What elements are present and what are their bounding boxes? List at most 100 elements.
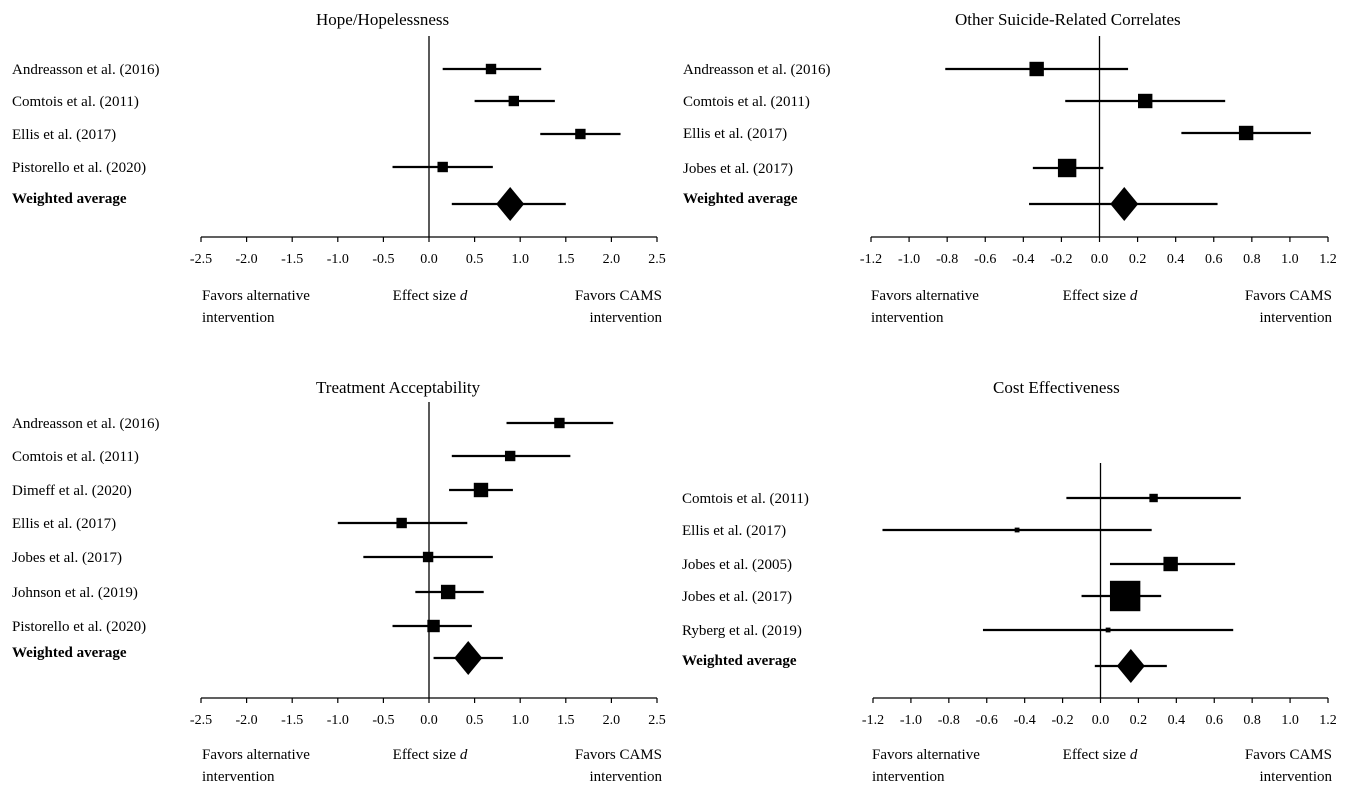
- x-tick-label: 2.5: [648, 252, 666, 267]
- favors-cams-label: intervention: [590, 310, 663, 326]
- x-tick-label: 0.0: [420, 252, 438, 267]
- panel-title: Other Suicide-Related Correlates: [955, 10, 1181, 29]
- study-label: Jobes et al. (2017): [683, 161, 793, 177]
- pooled-diamond: [1116, 649, 1145, 683]
- pooled-label: Weighted average: [683, 191, 798, 207]
- study-label: Ryberg et al. (2019): [682, 623, 802, 639]
- panel-title: Hope/Hopelessness: [316, 10, 449, 29]
- favors-alternative-label: Favors alternative: [202, 747, 310, 763]
- x-tick-label: 0.4: [1168, 713, 1186, 728]
- panel-title: Cost Effectiveness: [993, 378, 1120, 397]
- effect-size-marker: [1109, 580, 1141, 612]
- favors-alternative-label: intervention: [871, 310, 944, 326]
- x-tick-label: 0.8: [1243, 252, 1261, 267]
- effect-size-marker: [1238, 125, 1254, 141]
- pooled-diamond: [496, 187, 525, 221]
- pooled-label: Weighted average: [682, 653, 797, 669]
- pooled-label: Weighted average: [12, 191, 127, 207]
- favors-cams-label: intervention: [1260, 310, 1333, 326]
- x-tick-label: 0.6: [1205, 252, 1223, 267]
- study-label: Johnson et al. (2019): [12, 585, 138, 601]
- study-label: Jobes et al. (2017): [682, 589, 792, 605]
- x-tick-label: 1.0: [1281, 252, 1299, 267]
- effect-size-marker: [1105, 627, 1111, 633]
- study-label: Andreasson et al. (2016): [12, 62, 159, 78]
- x-tick-label: 1.0: [511, 252, 529, 267]
- x-tick-label: -0.8: [936, 252, 958, 267]
- x-tick-label: -0.4: [1014, 713, 1036, 728]
- effect-size-marker: [1029, 61, 1044, 77]
- x-tick-label: -0.5: [372, 713, 394, 728]
- x-tick-label: -1.0: [327, 713, 349, 728]
- favors-cams-label: Favors CAMS: [575, 747, 662, 763]
- x-tick-label: 1.0: [511, 713, 529, 728]
- forest-panel-1: Hope/Hopelessness -2.5 -2.0 -1.5 -1.0 -0.5 0.0…: [12, 10, 666, 326]
- favors-alternative-label: intervention: [202, 769, 275, 785]
- x-tick-label: -1.0: [898, 252, 920, 267]
- x-tick-label: -0.2: [1051, 713, 1073, 728]
- favors-alternative-label: intervention: [872, 769, 945, 785]
- favors-alternative-label: intervention: [202, 310, 275, 326]
- effect-size-marker: [1149, 493, 1158, 503]
- effect-size-marker: [508, 95, 520, 107]
- x-tick-label: -2.5: [190, 252, 212, 267]
- x-axis-title: Effect size d: [1063, 288, 1138, 304]
- x-tick-label: 0.4: [1167, 252, 1185, 267]
- x-tick-label: 0.2: [1130, 713, 1148, 728]
- effect-size-marker: [473, 482, 489, 498]
- study-label: Comtois et al. (2011): [682, 491, 809, 507]
- x-tick-label: 1.5: [557, 252, 575, 267]
- x-tick-label: 0.8: [1243, 713, 1261, 728]
- favors-alternative-label: Favors alternative: [872, 747, 980, 763]
- x-tick-label: 2.0: [603, 252, 621, 267]
- study-label: Ellis et al. (2017): [12, 516, 116, 532]
- x-tick-label: 2.0: [603, 713, 621, 728]
- pooled-label: Weighted average: [12, 645, 127, 661]
- study-label: Jobes et al. (2005): [682, 557, 792, 573]
- study-label: Ellis et al. (2017): [682, 523, 786, 539]
- x-tick-label: 2.5: [648, 713, 666, 728]
- x-tick-label: 0.0: [1092, 713, 1110, 728]
- x-tick-label: 1.5: [557, 713, 575, 728]
- study-label: Comtois et al. (2011): [683, 94, 810, 110]
- effect-size-marker: [554, 417, 565, 429]
- effect-size-marker: [575, 128, 586, 140]
- x-tick-label: 0.5: [466, 252, 484, 267]
- favors-cams-label: intervention: [590, 769, 663, 785]
- panel-title: Treatment Acceptability: [316, 378, 481, 397]
- x-tick-label: -2.0: [236, 252, 258, 267]
- effect-size-marker: [485, 63, 497, 75]
- favors-alternative-label: Favors alternative: [202, 288, 310, 304]
- study-label: Ellis et al. (2017): [683, 126, 787, 142]
- study-label: Jobes et al. (2017): [12, 550, 122, 566]
- forest-panel-2: Other Suicide-Related Correlates -1.2 -1.0…: [683, 10, 1337, 326]
- effect-size-marker: [427, 619, 440, 633]
- effect-size-marker: [440, 584, 456, 600]
- x-tick-label: -1.2: [860, 252, 882, 267]
- favors-cams-label: intervention: [1260, 769, 1333, 785]
- study-label: Dimeff et al. (2020): [12, 483, 132, 499]
- study-label: Andreasson et al. (2016): [12, 416, 159, 432]
- x-axis-title: Effect size d: [393, 747, 468, 763]
- favors-alternative-label: Favors alternative: [871, 288, 979, 304]
- x-tick-label: -2.5: [190, 713, 212, 728]
- effect-size-marker: [1014, 527, 1020, 533]
- study-label: Pistorello et al. (2020): [12, 160, 146, 176]
- study-label: Ellis et al. (2017): [12, 127, 116, 143]
- favors-cams-label: Favors CAMS: [1245, 288, 1332, 304]
- x-tick-label: -0.6: [974, 252, 996, 267]
- forest-panel-3: Treatment Acceptability -2.5 -2.0 -1.5 -1.0 -…: [12, 378, 666, 785]
- x-tick-label: 1.2: [1319, 713, 1337, 728]
- effect-size-marker: [1163, 556, 1178, 572]
- x-tick-label: -1.5: [281, 713, 303, 728]
- x-axis-title: Effect size d: [393, 288, 468, 304]
- study-label: Comtois et al. (2011): [12, 94, 139, 110]
- favors-cams-label: Favors CAMS: [1245, 747, 1332, 763]
- x-tick-label: -1.0: [900, 713, 922, 728]
- study-label: Comtois et al. (2011): [12, 449, 139, 465]
- pooled-diamond: [1110, 187, 1139, 221]
- x-tick-label: -0.8: [938, 713, 960, 728]
- x-tick-label: -0.2: [1050, 252, 1072, 267]
- forest-panel-4: Cost Effectiveness -1.2 -1.0 -0.8 -0.6 -0.4 -0…: [682, 378, 1337, 785]
